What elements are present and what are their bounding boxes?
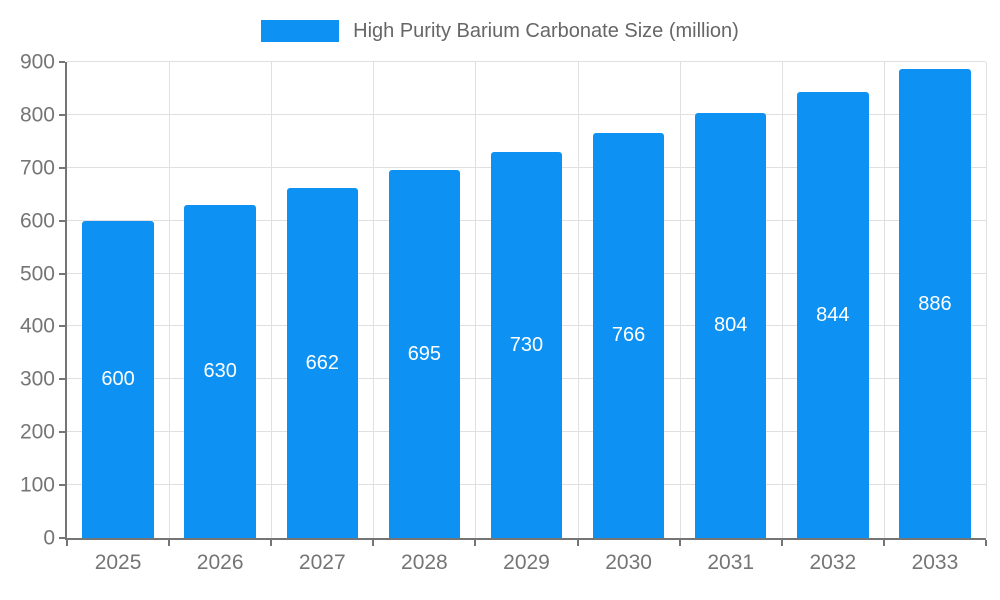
bar: 730 (490, 151, 563, 538)
bar-value-label: 662 (305, 351, 339, 374)
bar-value-label: 844 (816, 303, 850, 326)
x-axis-labels: 2025 2026 2027 2028 2029 2030 2031 2032 2033 (67, 552, 986, 582)
v-gridline (679, 62, 681, 538)
bar: 804 (694, 112, 767, 538)
v-gridline (883, 62, 885, 538)
v-gridline (986, 62, 987, 538)
y-tick-label: 600 (19, 209, 55, 233)
y-axis-tick (59, 219, 65, 222)
x-axis-tick (780, 540, 783, 546)
x-tick-label: 2028 (401, 551, 448, 574)
y-tick-label: 0 (43, 526, 55, 550)
v-gridline (373, 62, 375, 538)
bar-value-label: 886 (918, 292, 952, 315)
x-tick-label: 2032 (809, 551, 857, 574)
x-axis-tick (372, 540, 375, 546)
y-axis-tick (59, 166, 65, 169)
x-tick-label: 2030 (605, 551, 652, 574)
v-gridline (169, 62, 171, 538)
y-axis-tick (59, 378, 65, 381)
y-axis-tick (59, 272, 65, 275)
x-tick-label: 2025 (94, 551, 142, 574)
bar-value-label: 630 (203, 360, 237, 383)
x-axis-tick (474, 540, 477, 546)
x-axis-tick (985, 540, 987, 546)
h-gridline (67, 61, 986, 62)
y-tick-label: 100 (19, 473, 55, 497)
y-tick-label: 700 (19, 156, 55, 180)
y-tick-label: 500 (19, 262, 55, 286)
bar: 886 (899, 69, 971, 538)
bar-value-label: 695 (407, 343, 442, 366)
y-tick-label: 300 (19, 367, 55, 391)
x-tick-label: 2031 (707, 551, 755, 574)
y-tick-label: 800 (19, 103, 55, 127)
y-tick-label: 900 (19, 50, 55, 74)
v-gridline (475, 62, 477, 538)
bar: 630 (184, 204, 256, 538)
legend-swatch (261, 20, 340, 42)
bar-value-label: 730 (509, 333, 544, 356)
bar-value-label: 600 (101, 368, 135, 391)
x-tick-label: 2026 (196, 551, 244, 574)
y-axis-tick (59, 113, 65, 116)
bar-value-label: 804 (714, 314, 748, 337)
plot-area: 600 630 662 695 730 766 804 844 886 (59, 61, 987, 546)
x-tick-label: 2033 (911, 551, 959, 574)
y-axis-tick (59, 325, 65, 328)
legend-label: High Purity Barium Carbonate Size (milli… (353, 20, 739, 42)
v-gridline (577, 62, 579, 538)
bar-value-label: 766 (611, 324, 646, 347)
y-axis-tick (59, 484, 65, 487)
x-axis-tick (576, 540, 579, 546)
chart-legend[interactable]: High Purity Barium Carbonate Size (milli… (0, 17, 1000, 45)
x-tick-label: 2027 (298, 551, 346, 574)
bar: 844 (797, 91, 869, 538)
bar: 662 (286, 187, 358, 538)
x-axis-tick (270, 540, 273, 546)
x-tick-label: 2029 (503, 551, 550, 574)
x-axis-tick (66, 540, 68, 546)
y-axis-tick (59, 61, 65, 63)
bar: 600 (82, 220, 154, 538)
y-axis-tick (59, 431, 65, 434)
x-axis-tick (882, 540, 885, 546)
x-axis-tick (678, 540, 681, 546)
v-gridline (781, 62, 783, 538)
bar: 695 (388, 170, 461, 538)
y-tick-label: 200 (19, 420, 55, 444)
v-gridline (271, 62, 273, 538)
x-axis-tick (168, 540, 171, 546)
h-gridline (67, 113, 986, 115)
y-axis-labels: 0 100 200 300 400 500 600 700 800 900 (0, 52, 55, 549)
y-axis-tick (59, 537, 65, 539)
y-tick-label: 400 (19, 314, 55, 338)
bar: 766 (592, 132, 665, 538)
